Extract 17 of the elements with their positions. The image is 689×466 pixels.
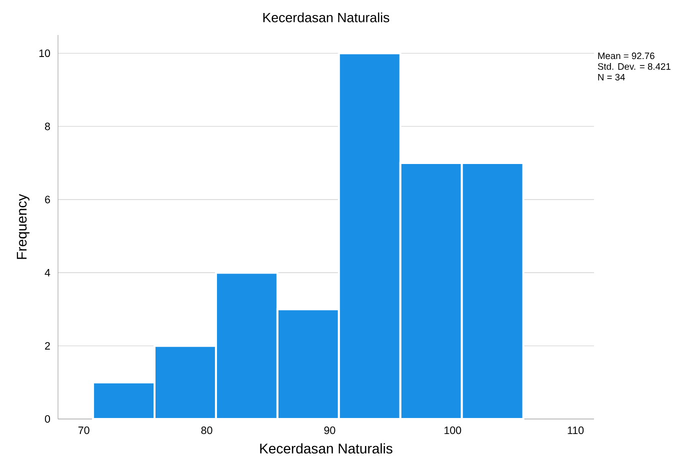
chart-title: Kecerdasan Naturalis (263, 12, 390, 22)
text: Mean = 92.76 (598, 52, 654, 60)
y-tick-label: 10 (39, 50, 50, 58)
y-tick-label: 6 (45, 196, 50, 204)
text: Std. Dev. = 8.421 (598, 62, 670, 70)
x-tick-label: 90 (324, 426, 336, 434)
y-tick-label: 2 (45, 342, 50, 350)
text: N = 34 (598, 74, 625, 80)
x-tick-label: 80 (201, 426, 212, 434)
y-tick-label: 8 (44, 122, 50, 130)
x-tick-label: 70 (78, 426, 90, 434)
y-tick-label: 4 (44, 269, 50, 276)
x-tick-label: 110 (568, 426, 584, 434)
x-axis-title: Kecerdasan Naturalis (260, 443, 392, 454)
y-tick-label: 0 (44, 415, 50, 423)
x-tick-label: 100 (444, 426, 462, 434)
y-axis-title: Frequency (16, 194, 30, 259)
